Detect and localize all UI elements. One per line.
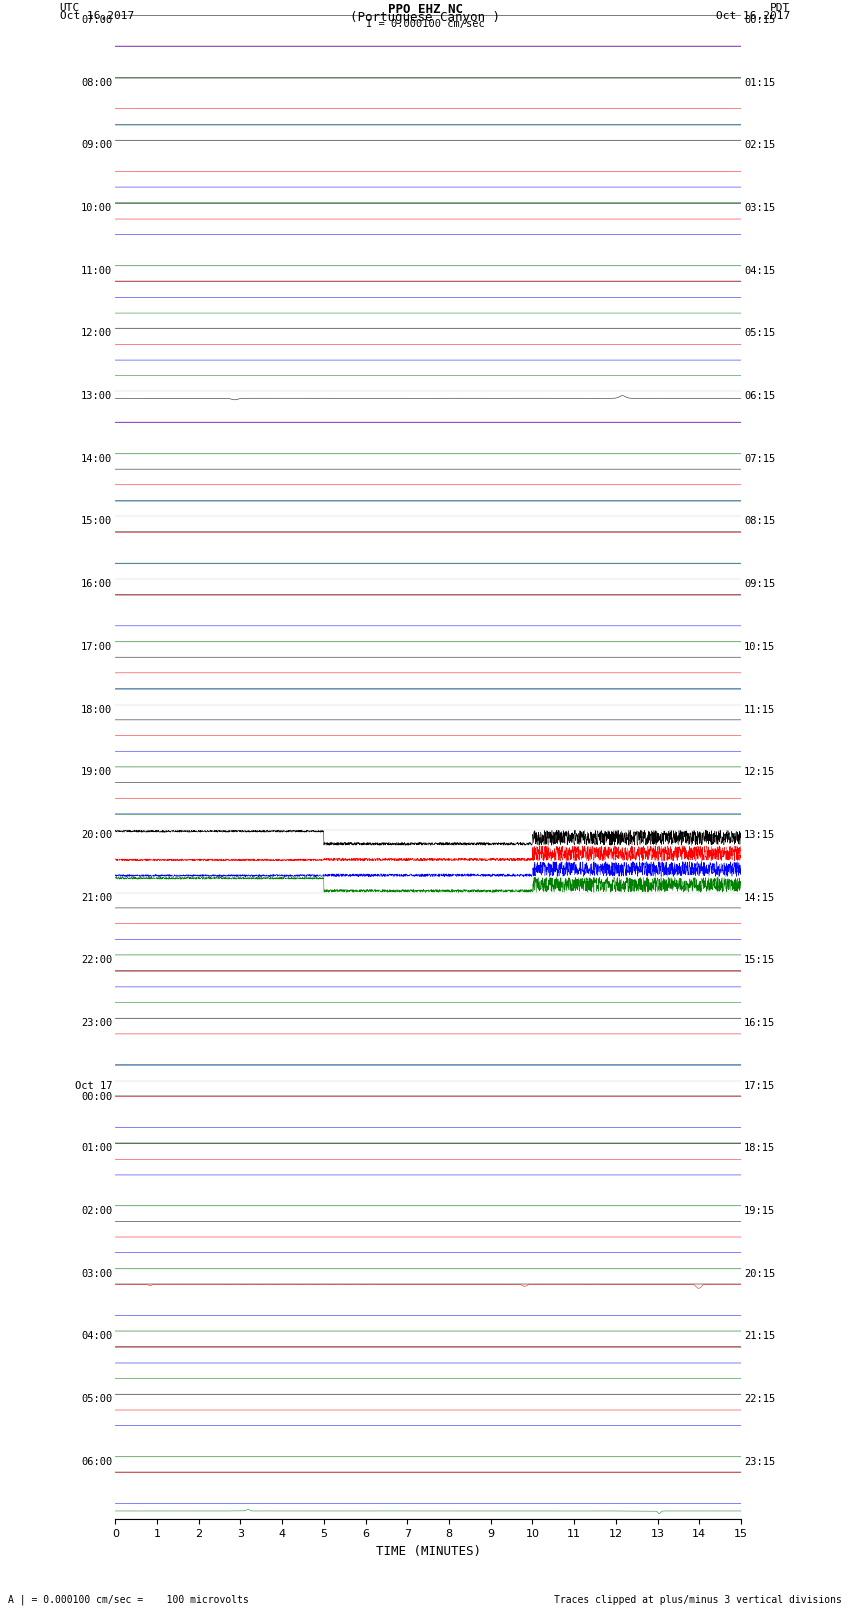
Text: 04:00: 04:00 xyxy=(81,1331,112,1342)
Text: 22:00: 22:00 xyxy=(81,955,112,965)
Text: 05:00: 05:00 xyxy=(81,1394,112,1403)
Text: 12:00: 12:00 xyxy=(81,329,112,339)
Text: 13:15: 13:15 xyxy=(744,829,775,840)
Text: 17:15: 17:15 xyxy=(744,1081,775,1090)
Text: 11:00: 11:00 xyxy=(81,266,112,276)
Text: 22:15: 22:15 xyxy=(744,1394,775,1403)
Text: UTC: UTC xyxy=(60,3,80,13)
Text: 02:15: 02:15 xyxy=(744,140,775,150)
Text: 21:15: 21:15 xyxy=(744,1331,775,1342)
Text: (Portuguese Canyon ): (Portuguese Canyon ) xyxy=(350,11,500,24)
Text: 09:00: 09:00 xyxy=(81,140,112,150)
Text: 01:15: 01:15 xyxy=(744,77,775,87)
Text: 08:15: 08:15 xyxy=(744,516,775,526)
Text: 15:15: 15:15 xyxy=(744,955,775,965)
Text: 04:15: 04:15 xyxy=(744,266,775,276)
Text: 10:00: 10:00 xyxy=(81,203,112,213)
Text: 08:00: 08:00 xyxy=(81,77,112,87)
Text: Oct 17
00:00: Oct 17 00:00 xyxy=(75,1081,112,1102)
Text: A | = 0.000100 cm/sec =    100 microvolts: A | = 0.000100 cm/sec = 100 microvolts xyxy=(8,1594,249,1605)
Text: 13:00: 13:00 xyxy=(81,390,112,402)
Text: 17:00: 17:00 xyxy=(81,642,112,652)
Text: 05:15: 05:15 xyxy=(744,329,775,339)
Text: 06:00: 06:00 xyxy=(81,1457,112,1466)
Text: 23:00: 23:00 xyxy=(81,1018,112,1027)
Text: 10:15: 10:15 xyxy=(744,642,775,652)
Text: PDT: PDT xyxy=(770,3,790,13)
Text: 18:15: 18:15 xyxy=(744,1144,775,1153)
Text: 07:00: 07:00 xyxy=(81,15,112,24)
Text: 18:00: 18:00 xyxy=(81,705,112,715)
Text: 07:15: 07:15 xyxy=(744,453,775,465)
Text: 21:00: 21:00 xyxy=(81,892,112,903)
Text: 00:15: 00:15 xyxy=(744,15,775,24)
Text: 16:00: 16:00 xyxy=(81,579,112,589)
Text: 11:15: 11:15 xyxy=(744,705,775,715)
Text: 06:15: 06:15 xyxy=(744,390,775,402)
Text: 14:00: 14:00 xyxy=(81,453,112,465)
Text: 20:00: 20:00 xyxy=(81,829,112,840)
Text: Traces clipped at plus/minus 3 vertical divisions: Traces clipped at plus/minus 3 vertical … xyxy=(553,1595,842,1605)
Text: 19:00: 19:00 xyxy=(81,768,112,777)
Text: Oct 16,2017: Oct 16,2017 xyxy=(717,11,790,21)
Text: 03:00: 03:00 xyxy=(81,1269,112,1279)
Text: 20:15: 20:15 xyxy=(744,1269,775,1279)
Text: Oct 16,2017: Oct 16,2017 xyxy=(60,11,133,21)
Text: 12:15: 12:15 xyxy=(744,768,775,777)
X-axis label: TIME (MINUTES): TIME (MINUTES) xyxy=(376,1545,480,1558)
Text: 02:00: 02:00 xyxy=(81,1207,112,1216)
Text: 03:15: 03:15 xyxy=(744,203,775,213)
Text: 16:15: 16:15 xyxy=(744,1018,775,1027)
Text: 09:15: 09:15 xyxy=(744,579,775,589)
Text: I = 0.000100 cm/sec: I = 0.000100 cm/sec xyxy=(366,19,484,29)
Text: 14:15: 14:15 xyxy=(744,892,775,903)
Text: 01:00: 01:00 xyxy=(81,1144,112,1153)
Text: 19:15: 19:15 xyxy=(744,1207,775,1216)
Text: 23:15: 23:15 xyxy=(744,1457,775,1466)
Text: 15:00: 15:00 xyxy=(81,516,112,526)
Text: PPO EHZ NC: PPO EHZ NC xyxy=(388,3,462,16)
